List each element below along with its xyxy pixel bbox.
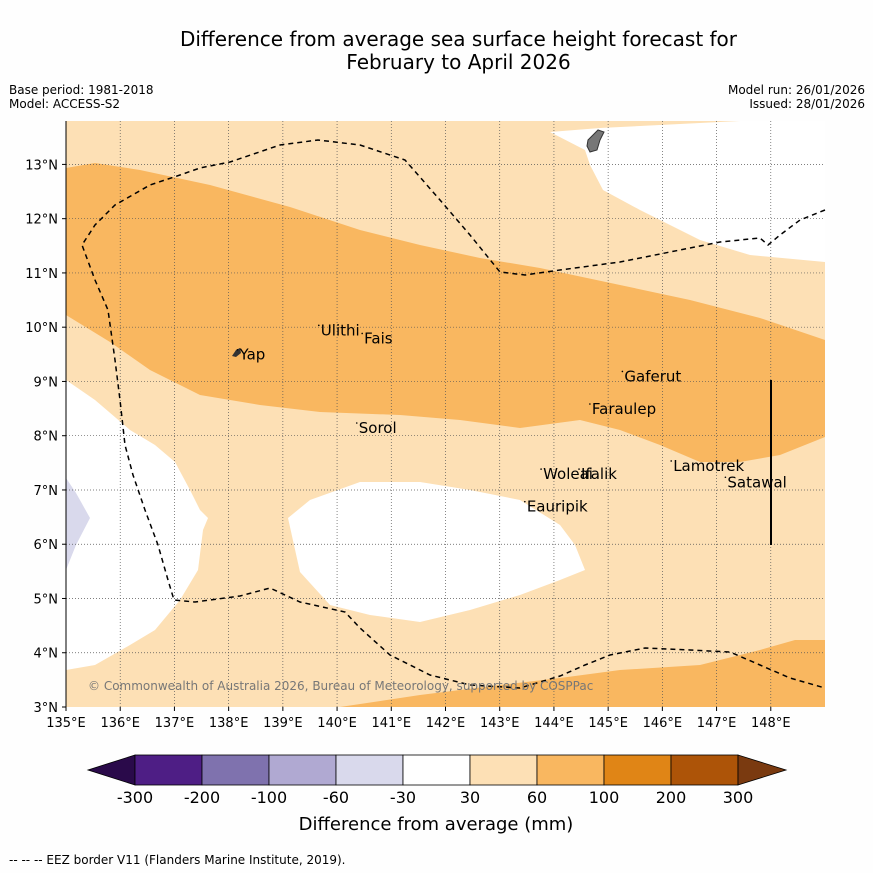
lon-tick-label: 148°E [751,716,791,731]
copyright-text: © Commonwealth of Australia 2026, Bureau… [88,679,593,693]
lon-tick-label: 142°E [426,716,466,731]
colorbar [86,754,788,786]
place-marker [589,403,591,405]
colorbar-title: Difference from average (mm) [299,814,574,835]
guam-island [586,129,605,153]
lon-tick-label: 140°E [317,716,357,731]
lon-tick-label: 138°E [209,716,249,731]
lat-tick-label: 8°N [34,430,59,445]
place-marker [236,348,239,351]
place-marker [578,468,580,470]
colorbar-tick-label: 300 [723,788,754,807]
lat-tick-label: 13°N [25,158,58,173]
colorbar-segment [201,754,270,786]
colorbar-tick-label: -200 [184,788,220,807]
colorbar-segment [134,754,203,786]
colorbar-tick-label: 100 [589,788,620,807]
lon-tick-label: 139°E [263,716,303,731]
lon-labels: 135°E 136°E 137°E 138°E 139°E 140°E 141°E 142°E… [46,716,790,731]
lon-tick-label: 135°E [46,716,86,731]
place-label: Ulithi [321,321,360,339]
lat-tick-label: 4°N [34,647,59,662]
place-labels: Yap Ulithi Fais Gaferut Faraulep Sorol WoleaiI… [236,321,787,516]
place-marker [621,370,624,373]
colorbar-tick-label: 60 [527,788,547,807]
colorbar-segment [670,754,739,786]
place-label: Lamotrek [673,457,744,475]
place-marker [318,324,320,327]
lon-tick-label: 136°E [100,716,140,731]
lon-tick-label: 137°E [155,716,195,731]
colorbar-segment [335,754,404,786]
place-marker [524,500,526,503]
gridlines [66,121,825,707]
white-region-central [288,482,585,622]
lon-tick-label: 145°E [588,716,628,731]
meta-left: Base period: 1981-2018 Model: ACCESS-S2 [9,83,154,111]
lon-tick-label: 147°E [697,716,737,731]
map-title: Difference from average sea surface heig… [100,28,817,74]
lat-tick-label: 10°N [25,321,58,336]
place-label: Faraulep [592,400,656,418]
model-name: Model: ACCESS-S2 [9,97,121,111]
place-label: Fais [364,329,393,347]
place-marker [361,332,363,335]
white-region-north-east [550,121,825,262]
place-label: Woleai [543,465,593,483]
colorbar-arrow-high [737,754,788,786]
place-label: Yap [238,346,265,364]
eez-border [81,139,826,689]
issued-date: Issued: 28/01/2026 [749,97,865,111]
lon-tick-label: 144°E [534,716,574,731]
colorbar-segment [536,754,605,786]
colorbar-segment [268,754,337,786]
lat-tick-label: 9°N [34,375,59,390]
lon-tick-label: 141°E [372,716,412,731]
footer-note: -- -- -- EEZ border V11 (Flanders Marine… [9,853,346,867]
lon-tick-label: 143°E [480,716,520,731]
colorbar-segment [469,754,538,786]
lon-tick-label: 146°E [643,716,683,731]
place-marker [355,422,358,424]
lat-tick-label: 7°N [34,484,59,499]
place-marker [540,468,542,470]
place-label: Gaferut [624,367,681,385]
meta-right: Model run: 26/01/2026 Issued: 28/01/2026 [728,83,865,111]
colorbar-tick-label: -300 [117,788,153,807]
lat-tick-label: 11°N [25,267,58,282]
band-60-100-south [340,640,825,707]
colorbar-tick-label: -30 [390,788,416,807]
lat-tick-label: 6°N [34,538,59,553]
title-line-2: February to April 2026 [346,50,571,74]
lat-tick-label: 12°N [25,213,58,228]
place-label: Sorol [359,419,397,437]
colorbar-tick-label: -60 [323,788,349,807]
place-marker [724,476,727,479]
colorbar-tick-label: -100 [251,788,287,807]
band-60-100-north [66,163,825,462]
colorbar-segment [402,754,471,786]
colorbar-labels: -300 -200 -100 -60 -30 30 60 100 200 300 [117,788,753,807]
place-label: Eauripik [527,498,588,516]
lat-labels: 13°N 12°N 11°N 10°N 9°N 8°N 7°N 6°N 5°N 4°N 3°N [25,158,58,716]
axis-ticks [62,121,772,711]
lat-tick-label: 5°N [34,592,59,607]
lat-tick-label: 3°N [34,701,59,716]
place-marker [670,460,672,462]
colorbar-tick-label: 200 [656,788,687,807]
place-label: Ifalik [581,465,617,483]
model-run: Model run: 26/01/2026 [727,83,865,97]
colorbar-segment [603,754,672,786]
title-line-1: Difference from average sea surface heig… [179,27,738,51]
yap-island [232,348,241,357]
base-period: Base period: 1981-2018 [9,83,154,97]
colorbar-tick-label: 30 [460,788,480,807]
place-label: Satawal [727,473,786,491]
band-negative-30-60 [66,478,90,570]
colorbar-arrow-low [86,754,136,786]
